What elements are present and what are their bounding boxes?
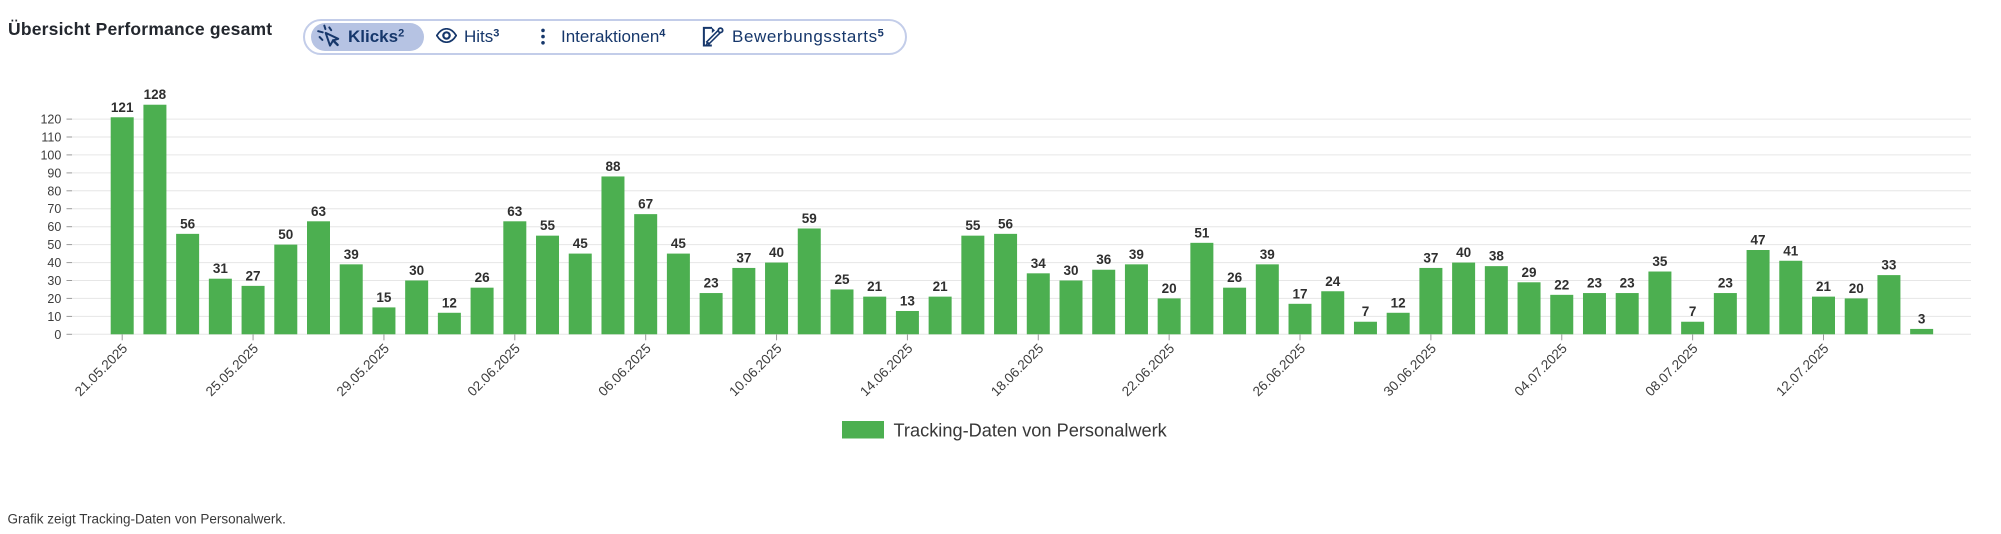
svg-text:27: 27 — [246, 268, 261, 283]
svg-text:121: 121 — [111, 100, 134, 115]
svg-text:0: 0 — [54, 328, 61, 342]
svg-text:50: 50 — [47, 238, 61, 252]
svg-text:50: 50 — [278, 227, 293, 242]
svg-text:29.05.2025: 29.05.2025 — [334, 341, 392, 399]
svg-text:22: 22 — [1554, 277, 1569, 292]
svg-text:40: 40 — [47, 256, 61, 270]
svg-text:25: 25 — [834, 272, 850, 287]
svg-text:26: 26 — [475, 270, 491, 285]
svg-text:25.05.2025: 25.05.2025 — [203, 341, 261, 399]
svg-text:63: 63 — [507, 204, 523, 219]
svg-text:20: 20 — [1849, 281, 1864, 296]
svg-text:35: 35 — [1652, 254, 1668, 269]
svg-text:39: 39 — [1260, 247, 1275, 262]
svg-text:14.06.2025: 14.06.2025 — [857, 341, 915, 399]
svg-text:21: 21 — [867, 279, 883, 294]
svg-text:63: 63 — [311, 204, 327, 219]
svg-text:51: 51 — [1194, 225, 1210, 240]
svg-text:60: 60 — [47, 220, 61, 234]
svg-text:36: 36 — [1096, 252, 1112, 267]
svg-text:37: 37 — [736, 250, 751, 265]
svg-text:23: 23 — [1718, 276, 1734, 291]
svg-text:13: 13 — [900, 293, 916, 308]
svg-text:21.05.2025: 21.05.2025 — [72, 341, 130, 399]
svg-text:26.06.2025: 26.06.2025 — [1250, 341, 1308, 399]
svg-text:40: 40 — [769, 245, 784, 260]
svg-text:18.06.2025: 18.06.2025 — [988, 341, 1046, 399]
svg-text:10: 10 — [47, 310, 61, 324]
svg-text:30: 30 — [47, 274, 61, 288]
svg-text:22.06.2025: 22.06.2025 — [1119, 341, 1177, 399]
svg-text:41: 41 — [1783, 243, 1799, 258]
svg-text:56: 56 — [998, 216, 1014, 231]
svg-text:59: 59 — [802, 211, 817, 226]
svg-text:56: 56 — [180, 216, 196, 231]
svg-text:38: 38 — [1489, 249, 1505, 264]
svg-text:30.06.2025: 30.06.2025 — [1381, 341, 1439, 399]
svg-text:04.07.2025: 04.07.2025 — [1511, 341, 1569, 399]
svg-text:7: 7 — [1689, 304, 1697, 319]
svg-text:21: 21 — [1816, 279, 1832, 294]
svg-text:17: 17 — [1293, 286, 1308, 301]
svg-text:Grafik zeigt Tracking-Daten vo: Grafik zeigt Tracking-Daten von Personal… — [8, 511, 286, 526]
svg-text:15: 15 — [376, 290, 392, 305]
svg-text:20: 20 — [1162, 281, 1177, 296]
svg-text:33: 33 — [1881, 258, 1897, 273]
svg-text:02.06.2025: 02.06.2025 — [465, 341, 523, 399]
svg-text:40: 40 — [1456, 245, 1471, 260]
svg-text:128: 128 — [144, 87, 167, 102]
svg-text:30: 30 — [409, 263, 424, 278]
svg-text:30: 30 — [1063, 263, 1078, 278]
svg-text:39: 39 — [344, 247, 359, 262]
svg-text:Tracking-Daten von Personalwer: Tracking-Daten von Personalwerk — [894, 420, 1168, 440]
svg-text:37: 37 — [1423, 250, 1438, 265]
svg-text:34: 34 — [1031, 256, 1047, 271]
svg-text:29: 29 — [1522, 265, 1537, 280]
svg-text:3: 3 — [1918, 311, 1926, 326]
svg-text:120: 120 — [40, 113, 61, 127]
svg-text:12: 12 — [1391, 295, 1406, 310]
svg-text:20: 20 — [47, 292, 61, 306]
svg-text:06.06.2025: 06.06.2025 — [595, 341, 653, 399]
svg-text:67: 67 — [638, 197, 653, 212]
svg-text:110: 110 — [41, 131, 61, 145]
svg-text:23: 23 — [1620, 276, 1636, 291]
svg-text:100: 100 — [40, 148, 61, 162]
svg-text:39: 39 — [1129, 247, 1144, 262]
svg-text:45: 45 — [671, 236, 687, 251]
svg-text:90: 90 — [47, 166, 61, 180]
svg-text:12.07.2025: 12.07.2025 — [1773, 341, 1831, 399]
svg-text:31: 31 — [213, 261, 229, 276]
svg-text:21: 21 — [933, 279, 949, 294]
svg-text:26: 26 — [1227, 270, 1243, 285]
svg-text:70: 70 — [47, 202, 61, 216]
svg-text:55: 55 — [540, 218, 556, 233]
svg-text:23: 23 — [704, 276, 720, 291]
svg-text:55: 55 — [965, 218, 981, 233]
svg-text:08.07.2025: 08.07.2025 — [1642, 341, 1700, 399]
svg-text:80: 80 — [47, 184, 61, 198]
svg-text:7: 7 — [1362, 304, 1370, 319]
svg-text:23: 23 — [1587, 276, 1603, 291]
svg-text:45: 45 — [573, 236, 589, 251]
svg-text:10.06.2025: 10.06.2025 — [726, 341, 784, 399]
svg-text:24: 24 — [1325, 274, 1341, 289]
svg-text:12: 12 — [442, 295, 457, 310]
svg-text:88: 88 — [605, 159, 621, 174]
svg-text:47: 47 — [1751, 233, 1766, 248]
